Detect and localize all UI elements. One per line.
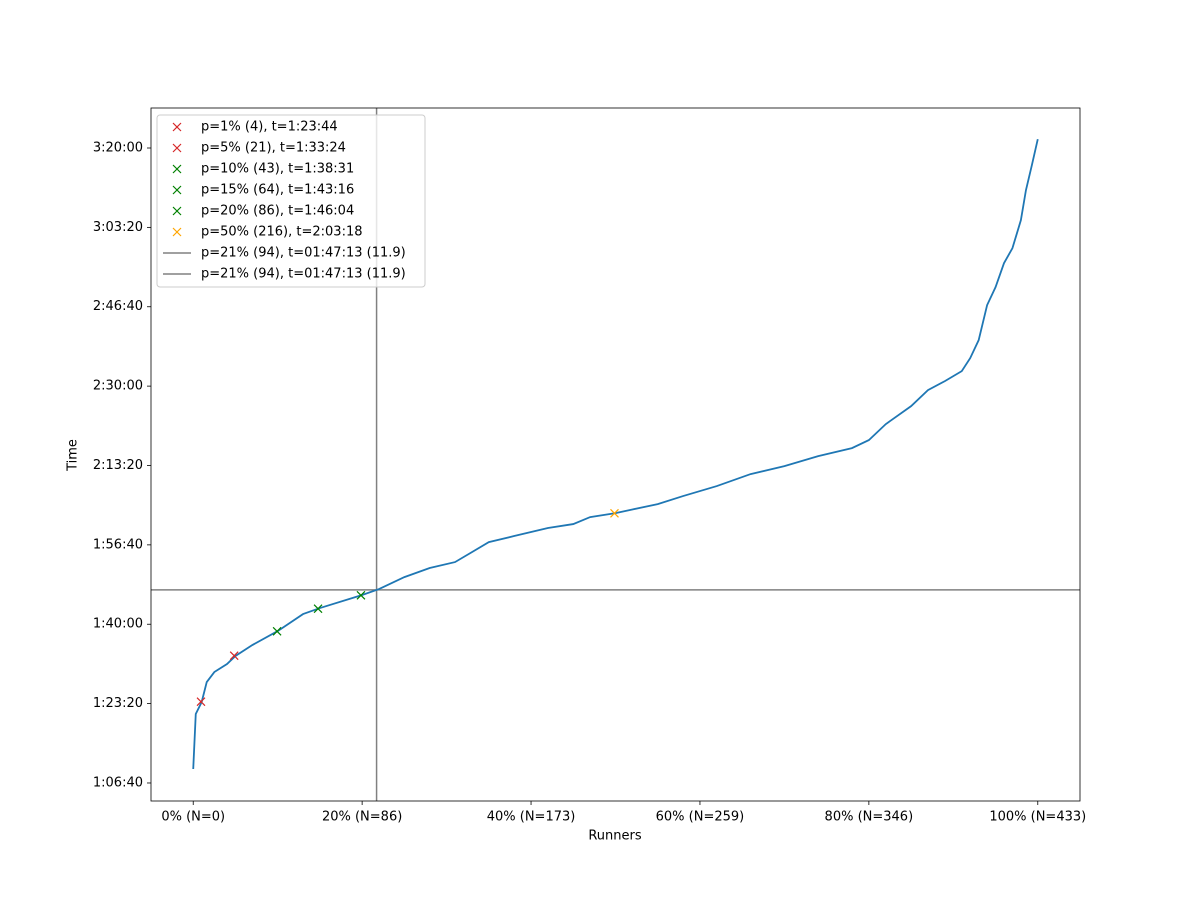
legend-marker — [172, 164, 182, 174]
y-tick-label: 2:30:00 — [93, 379, 143, 394]
y-tick-label: 1:40:00 — [93, 617, 143, 632]
x-marker — [229, 651, 239, 661]
legend-label: p=21% (94), t=01:47:13 (11.9) — [201, 267, 406, 282]
x-marker — [313, 604, 323, 614]
plot-area — [151, 108, 1080, 801]
x-tick-label: 40% (N=173) — [487, 810, 576, 825]
x-tick-label: 100% (N=433) — [989, 810, 1086, 825]
legend-marker — [172, 206, 182, 216]
x-axis-label: Runners — [588, 829, 642, 844]
legend-label: p=5% (21), t=1:33:24 — [201, 141, 346, 156]
y-tick-label: 2:13:20 — [93, 458, 143, 473]
x-marker — [272, 626, 282, 636]
x-tick-label: 0% (N=0) — [161, 810, 225, 825]
legend-box — [156, 114, 426, 288]
y-tick-label: 3:03:20 — [93, 220, 143, 235]
data-line — [192, 138, 1039, 770]
legend-marker — [172, 185, 182, 195]
legend-marker — [172, 227, 182, 237]
x-marker — [610, 508, 619, 518]
x-tick-label: 80% (N=346) — [825, 810, 914, 825]
legend-label: p=15% (64), t=1:43:16 — [201, 183, 354, 198]
legend-label: p=10% (43), t=1:38:31 — [201, 162, 354, 177]
legend-label: p=1% (4), t=1:23:44 — [201, 120, 338, 135]
y-tick-label: 3:20:00 — [93, 141, 143, 156]
plot-frame — [150, 107, 1081, 802]
y-tick-label: 1:56:40 — [93, 537, 143, 552]
y-axis-label: Time — [66, 439, 81, 472]
legend: p=1% (4), t=1:23:44 p=5% (21), t=1:33:24 p… — [156, 114, 426, 288]
x-marker — [356, 590, 366, 600]
legend-marker — [172, 143, 182, 153]
y-tick-label: 1:23:20 — [93, 696, 143, 711]
legend-label: p=21% (94), t=01:47:13 (11.9) — [201, 246, 406, 261]
legend-label: p=50% (216), t=2:03:18 — [201, 225, 363, 240]
y-tick-label: 2:46:40 — [93, 299, 143, 314]
legend-marker — [172, 122, 182, 132]
x-tick-label: 20% (N=86) — [322, 810, 402, 825]
x-marker — [196, 697, 206, 707]
y-tick-label: 1:06:40 — [93, 775, 143, 790]
x-tick-label: 60% (N=259) — [656, 810, 745, 825]
legend-label: p=20% (86), t=1:46:04 — [201, 204, 354, 219]
